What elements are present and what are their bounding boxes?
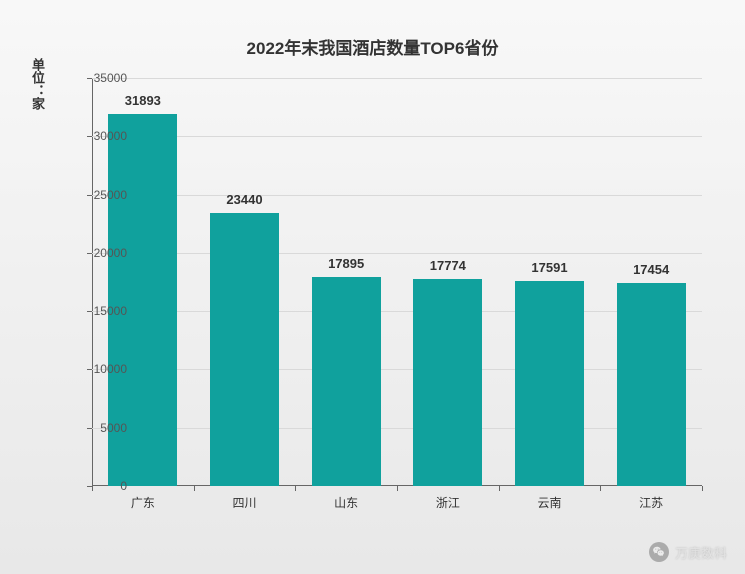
x-tick-label: 江苏 bbox=[639, 494, 663, 511]
bar-value-label: 17591 bbox=[531, 260, 567, 275]
x-tick bbox=[702, 486, 703, 491]
y-tick-label: 25000 bbox=[94, 188, 127, 202]
chart-container: 2022年末我国酒店数量TOP6省份 单位：家 31893 23440 17895 1… bbox=[0, 0, 745, 574]
y-tick bbox=[87, 369, 92, 370]
plot-area: 31893 23440 17895 17774 17591 17454 bbox=[92, 78, 702, 486]
bar-value-label: 17774 bbox=[430, 258, 466, 273]
x-tick-label: 广东 bbox=[131, 494, 155, 511]
y-tick-label: 30000 bbox=[94, 129, 127, 143]
x-tick bbox=[194, 486, 195, 491]
y-tick-label: 20000 bbox=[94, 246, 127, 260]
bar bbox=[210, 213, 279, 486]
gridline bbox=[92, 78, 702, 79]
x-tick-label: 四川 bbox=[232, 494, 256, 511]
x-tick bbox=[92, 486, 93, 491]
x-tick-label: 云南 bbox=[537, 494, 561, 511]
y-tick-label: 0 bbox=[120, 479, 127, 493]
gridline bbox=[92, 311, 702, 312]
y-tick bbox=[87, 78, 92, 79]
y-tick bbox=[87, 428, 92, 429]
y-tick bbox=[87, 253, 92, 254]
gridline bbox=[92, 136, 702, 137]
bar-value-label: 23440 bbox=[226, 192, 262, 207]
y-tick-label: 15000 bbox=[94, 304, 127, 318]
y-tick bbox=[87, 195, 92, 196]
watermark: 万庚数科 bbox=[649, 542, 727, 562]
y-tick-label: 35000 bbox=[94, 71, 127, 85]
bar bbox=[413, 279, 482, 486]
x-tick bbox=[295, 486, 296, 491]
x-tick-label: 山东 bbox=[334, 494, 358, 511]
gridline bbox=[92, 369, 702, 370]
chart-title: 2022年末我国酒店数量TOP6省份 bbox=[0, 34, 745, 59]
y-tick-label: 5000 bbox=[100, 421, 127, 435]
wechat-icon bbox=[649, 542, 669, 562]
gridline bbox=[92, 253, 702, 254]
x-tick bbox=[499, 486, 500, 491]
bar-value-label: 31893 bbox=[125, 93, 161, 108]
watermark-text: 万庚数科 bbox=[675, 543, 727, 562]
bar bbox=[515, 281, 584, 486]
y-tick bbox=[87, 311, 92, 312]
y-tick-label: 10000 bbox=[94, 362, 127, 376]
bar-value-label: 17895 bbox=[328, 256, 364, 271]
x-tick-label: 浙江 bbox=[436, 494, 460, 511]
bar bbox=[617, 283, 686, 486]
x-tick bbox=[600, 486, 601, 491]
x-tick bbox=[397, 486, 398, 491]
bar-value-label: 17454 bbox=[633, 262, 669, 277]
gridline bbox=[92, 428, 702, 429]
y-tick bbox=[87, 136, 92, 137]
y-axis-unit-label: 单位：家 bbox=[28, 58, 47, 110]
bar bbox=[312, 277, 381, 486]
gridline bbox=[92, 195, 702, 196]
